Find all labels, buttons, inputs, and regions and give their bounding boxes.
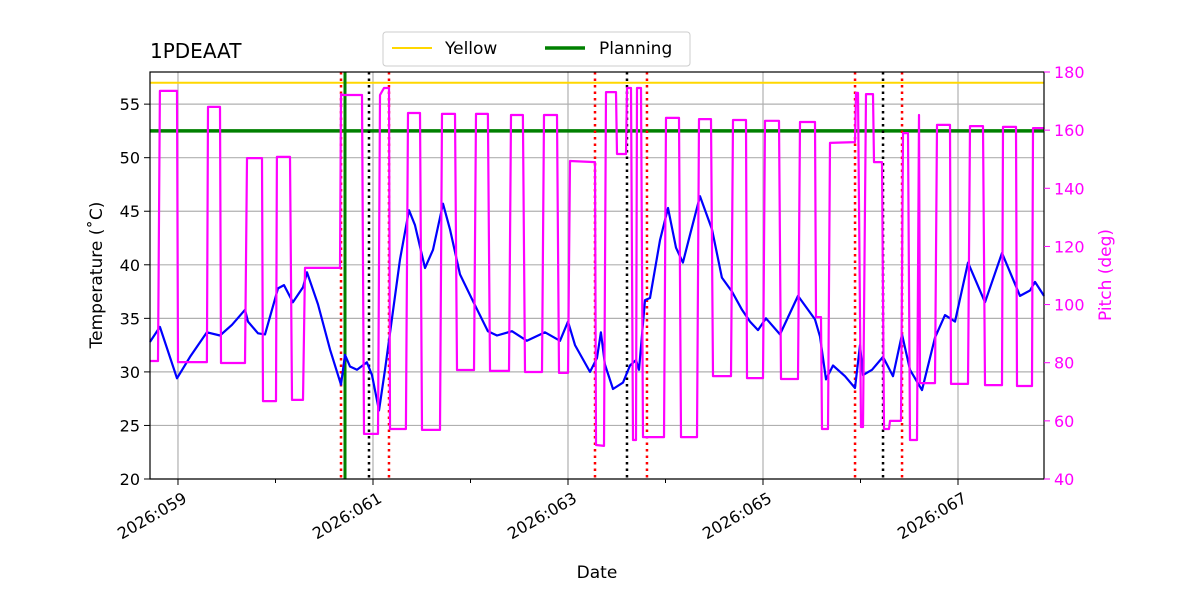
y-tick-label: 40 [120, 256, 140, 275]
y-axis-label: Temperature (˚C) [86, 202, 107, 350]
y-tick-label: 35 [120, 309, 140, 328]
y-tick-label: 25 [120, 416, 140, 435]
legend: Yellow Planning [382, 31, 691, 67]
y2-tick-label: 140 [1054, 179, 1085, 198]
legend-label-yellow: Yellow [444, 39, 497, 59]
y2-tick-label: 180 [1054, 63, 1085, 82]
pitch-line [150, 86, 1044, 447]
x-tick-label: 2026:065 [699, 488, 775, 543]
y2-tick-label: 80 [1054, 354, 1074, 373]
y-tick-label: 30 [120, 363, 140, 382]
legend-box [382, 31, 691, 67]
x-tick-label: 2026:067 [894, 488, 970, 543]
y-tick-label: 45 [120, 202, 140, 221]
chart-title: 1PDEAAT [150, 39, 242, 63]
y2-tick-label: 60 [1054, 412, 1074, 431]
temperature-line [149, 195, 1045, 412]
plot-frame [149, 71, 1045, 480]
x-tick-label: 2026:061 [309, 488, 385, 543]
y2-axis-label: Pitch (deg) [1096, 229, 1116, 321]
y2-tick-label: 40 [1054, 470, 1074, 489]
y2-tick-label: 100 [1054, 296, 1085, 315]
y2-tick-label: 120 [1054, 237, 1085, 256]
x-tick-label: 2026:059 [114, 488, 190, 543]
x-axis-label: Date [577, 563, 618, 583]
series [149, 86, 1045, 447]
x-tick-label: 2026:063 [504, 488, 580, 543]
y-tick-label: 20 [120, 470, 140, 489]
legend-label-planning: Planning [599, 39, 672, 59]
y-tick-label: 55 [120, 95, 140, 114]
axes: 2026:059 2026:061 2026:063 2026:065 2026:067… [114, 63, 1084, 543]
y2-tick-label: 160 [1054, 121, 1085, 140]
y-tick-label: 50 [120, 149, 140, 168]
